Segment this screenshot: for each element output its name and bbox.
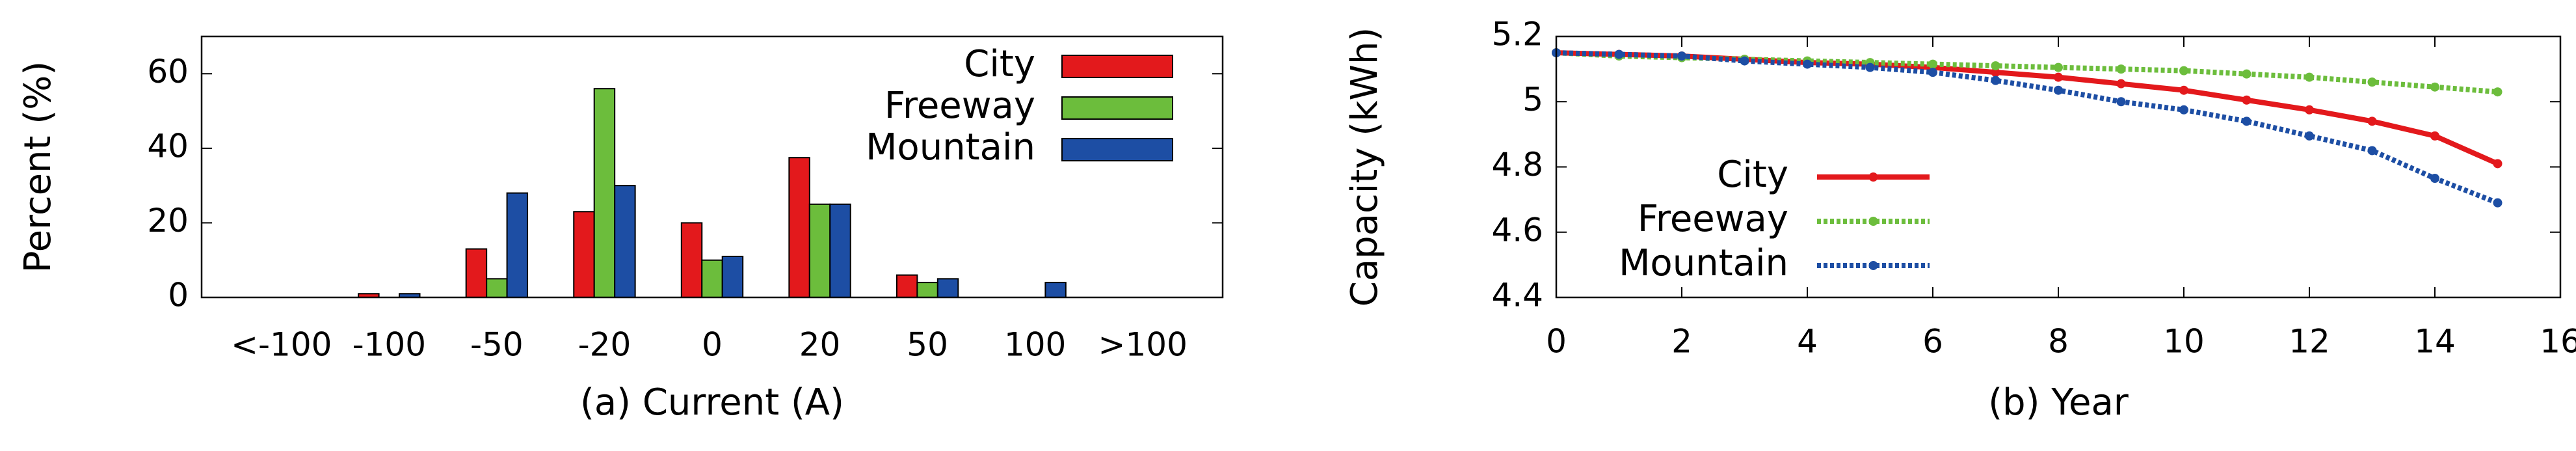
x-tick-label: 10	[2163, 323, 2205, 361]
legend-swatch	[1061, 96, 1173, 120]
y-tick-label: 0	[168, 277, 189, 314]
marker	[2430, 82, 2439, 92]
marker	[2116, 97, 2126, 107]
marker	[2116, 64, 2126, 74]
plot-frame	[1555, 35, 2562, 299]
marker	[2367, 116, 2377, 126]
legend-marker	[1868, 172, 1878, 182]
bar	[593, 88, 616, 298]
bar	[829, 203, 851, 298]
x-tick-label: -20	[578, 326, 631, 364]
legend-marker	[1868, 261, 1878, 270]
bar	[465, 248, 488, 298]
marker	[2242, 116, 2251, 126]
marker	[1740, 56, 1749, 66]
legend-label: City	[964, 43, 1035, 85]
bar	[721, 255, 744, 299]
marker	[2242, 95, 2251, 105]
x-tick-label: 0	[1546, 323, 1567, 361]
x-tick-label: 14	[2414, 323, 2456, 361]
bar	[916, 282, 938, 299]
marker	[2493, 87, 2503, 97]
x-tick-label: -100	[352, 326, 426, 364]
line	[1556, 50, 2499, 206]
marker	[1677, 51, 1686, 61]
y-axis-label: Percent (%)	[17, 61, 59, 273]
x-tick-label: 4	[1797, 323, 1818, 361]
legend-label: Mountain	[866, 126, 1035, 169]
x-tick-label: -50	[470, 326, 524, 364]
marker	[2116, 79, 2126, 89]
y-tick-label: 4.4	[1491, 277, 1543, 314]
legend-marker	[1868, 217, 1878, 226]
marker	[2305, 72, 2314, 82]
marker	[1928, 59, 1937, 69]
marker	[2305, 105, 2314, 115]
marker	[2367, 146, 2377, 156]
legend-label: City	[1717, 154, 1788, 196]
bar	[1044, 282, 1067, 299]
y-tick-label: 60	[147, 53, 189, 90]
marker	[1991, 75, 2000, 85]
plot-frame	[200, 35, 1224, 299]
bar	[808, 203, 831, 298]
x-tick-label: >100	[1098, 326, 1188, 364]
marker	[1865, 62, 1875, 72]
bar	[936, 278, 959, 299]
marker	[2054, 85, 2063, 95]
y-tick-label: 4.6	[1491, 211, 1543, 249]
bar	[680, 222, 703, 298]
chart: 4.4 4.6 4.8 5 5.2 (b) Year Capacity (kWh) 0 2 4 6 8…	[1344, 16, 2576, 424]
marker	[2179, 105, 2188, 115]
marker	[2179, 66, 2188, 75]
x-tick-label: 16	[2540, 323, 2576, 361]
bar	[486, 278, 508, 299]
x-tick-label: 6	[1922, 323, 1943, 361]
legend-label: Mountain	[1619, 242, 1788, 284]
y-tick-label: 5	[1522, 81, 1543, 118]
legend-swatch	[1061, 55, 1173, 78]
x-tick-label: 8	[2048, 323, 2069, 361]
marker	[2054, 72, 2063, 82]
x-tick-label: 20	[799, 326, 841, 364]
marker	[2493, 198, 2503, 208]
marker	[2430, 131, 2439, 141]
y-tick-label: 4.8	[1491, 146, 1543, 184]
marker	[2367, 77, 2377, 87]
marker	[2430, 174, 2439, 184]
x-tick-label: <-100	[231, 326, 332, 364]
marker	[2242, 69, 2251, 79]
marker	[1614, 49, 1624, 59]
x-tick-label: 50	[907, 326, 948, 364]
marker	[1991, 61, 2000, 71]
x-axis-label: (a) Current (A)	[580, 381, 844, 424]
y-axis-label: Capacity (kWh)	[1344, 27, 1386, 307]
marker	[2305, 131, 2314, 141]
x-tick-label: 2	[1671, 323, 1692, 361]
marker	[2493, 159, 2503, 169]
legend-swatch	[1061, 138, 1173, 161]
marker	[1991, 68, 2000, 77]
legend-label: Freeway	[884, 85, 1035, 127]
bar	[506, 192, 529, 298]
bar	[573, 211, 595, 298]
y-tick-label: 5.2	[1491, 16, 1543, 53]
marker	[2179, 85, 2188, 95]
x-tick-label: 0	[702, 326, 723, 364]
x-tick-label: 100	[1004, 326, 1066, 364]
y-tick-label: 20	[147, 202, 189, 239]
x-axis-label: (b) Year	[1988, 381, 2129, 424]
chart: 0 20 40 60 (a) Current (A) Percent (%) <-100 -1…	[17, 35, 1224, 424]
legend-label: Freeway	[1638, 198, 1788, 240]
bar	[701, 259, 723, 299]
bar	[614, 185, 636, 298]
y-tick-label: 40	[147, 127, 189, 165]
bar	[788, 157, 810, 298]
marker	[2054, 62, 2063, 72]
marker	[1803, 59, 1812, 69]
x-tick-label: 12	[2289, 323, 2330, 361]
marker	[1928, 68, 1937, 77]
bar	[896, 274, 918, 298]
